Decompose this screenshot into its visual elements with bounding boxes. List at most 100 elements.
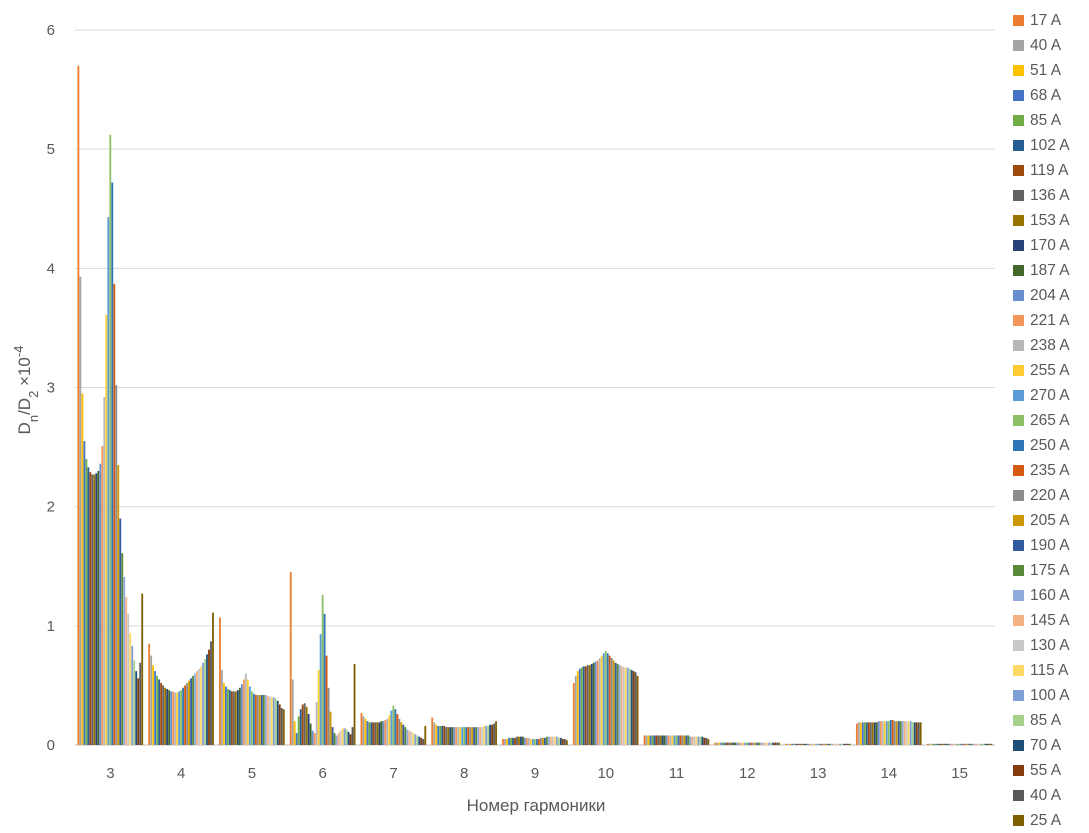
legend-item: 270 A xyxy=(1013,383,1089,408)
bar xyxy=(897,721,900,745)
bar xyxy=(946,743,949,745)
legend-item: 235 A xyxy=(1013,458,1089,483)
bar xyxy=(594,661,597,745)
bar xyxy=(626,667,629,745)
bar xyxy=(226,688,229,745)
bar xyxy=(467,727,470,746)
bar xyxy=(770,742,773,745)
bar xyxy=(863,722,866,745)
bar xyxy=(487,725,489,745)
bar xyxy=(915,722,918,745)
legend-item: 40 A xyxy=(1013,33,1089,58)
bar xyxy=(252,693,255,745)
bar xyxy=(180,690,182,745)
bar xyxy=(576,671,579,745)
bar xyxy=(887,721,890,745)
bar xyxy=(293,721,296,745)
bar xyxy=(976,743,979,745)
bar xyxy=(133,660,136,745)
legend-swatch xyxy=(1013,15,1024,26)
bar xyxy=(645,735,648,745)
bar xyxy=(970,743,973,745)
bar xyxy=(510,737,512,745)
bar xyxy=(264,694,267,745)
legend-swatch xyxy=(1013,665,1024,676)
bar xyxy=(343,728,346,745)
bar xyxy=(693,736,696,745)
x-tick-label: 7 xyxy=(389,765,397,782)
bar xyxy=(512,737,514,745)
bar xyxy=(158,679,161,745)
bar xyxy=(388,715,391,745)
bar xyxy=(956,743,959,745)
bar xyxy=(803,743,805,745)
bar xyxy=(315,702,318,745)
bar xyxy=(382,721,385,745)
bar xyxy=(606,653,609,745)
bar xyxy=(441,725,444,745)
bar xyxy=(653,735,656,745)
bar xyxy=(582,666,585,745)
bar xyxy=(256,694,259,745)
bar xyxy=(372,722,375,745)
legend-swatch xyxy=(1013,790,1024,801)
bar xyxy=(416,735,419,745)
bar xyxy=(547,736,550,745)
bar xyxy=(103,397,106,745)
legend-label: 235 A xyxy=(1030,461,1070,479)
bar xyxy=(272,697,275,745)
legend-label: 70 A xyxy=(1030,736,1062,754)
legend-item: 265 A xyxy=(1013,408,1089,433)
bar xyxy=(479,727,482,746)
bar xyxy=(289,572,292,745)
bar xyxy=(184,685,186,745)
bar xyxy=(182,687,184,745)
bar xyxy=(238,687,241,745)
bar xyxy=(390,710,393,745)
legend-swatch xyxy=(1013,765,1024,776)
bar xyxy=(433,722,436,745)
bar xyxy=(883,721,886,745)
bar xyxy=(730,742,733,745)
bar xyxy=(150,655,153,746)
bar xyxy=(917,722,920,745)
bar xyxy=(592,662,595,745)
bar xyxy=(628,668,631,745)
bar xyxy=(451,727,454,746)
bar xyxy=(584,666,587,745)
bar xyxy=(291,679,294,745)
bar xyxy=(659,735,662,745)
y-tick-label: 0 xyxy=(47,737,55,754)
bar xyxy=(982,743,985,745)
bar xyxy=(240,684,243,745)
x-tick-label: 14 xyxy=(880,765,897,782)
bar xyxy=(89,472,92,745)
bar xyxy=(170,691,173,746)
bar xyxy=(274,698,277,745)
y-tick-label: 4 xyxy=(47,260,55,277)
bar xyxy=(392,705,395,745)
bar xyxy=(219,617,221,745)
bar xyxy=(839,743,841,745)
bar xyxy=(744,742,747,745)
x-tick-label: 11 xyxy=(669,765,685,782)
legend-label: 221 A xyxy=(1030,311,1070,329)
legend-item: 190 A xyxy=(1013,533,1089,558)
legend-swatch xyxy=(1013,140,1024,151)
legend-item: 255 A xyxy=(1013,358,1089,383)
bar xyxy=(83,441,86,746)
bar xyxy=(701,736,704,745)
bar xyxy=(463,727,466,746)
bar xyxy=(789,743,791,745)
legend-item: 85 A xyxy=(1013,108,1089,133)
bar xyxy=(815,743,817,745)
bar xyxy=(262,694,265,745)
bar xyxy=(117,464,120,745)
bar xyxy=(522,736,524,745)
bar xyxy=(736,742,739,745)
bar xyxy=(483,725,486,745)
bar xyxy=(374,722,377,745)
bar xyxy=(516,736,518,745)
bar xyxy=(823,743,825,745)
legend-label: 205 A xyxy=(1030,511,1070,529)
